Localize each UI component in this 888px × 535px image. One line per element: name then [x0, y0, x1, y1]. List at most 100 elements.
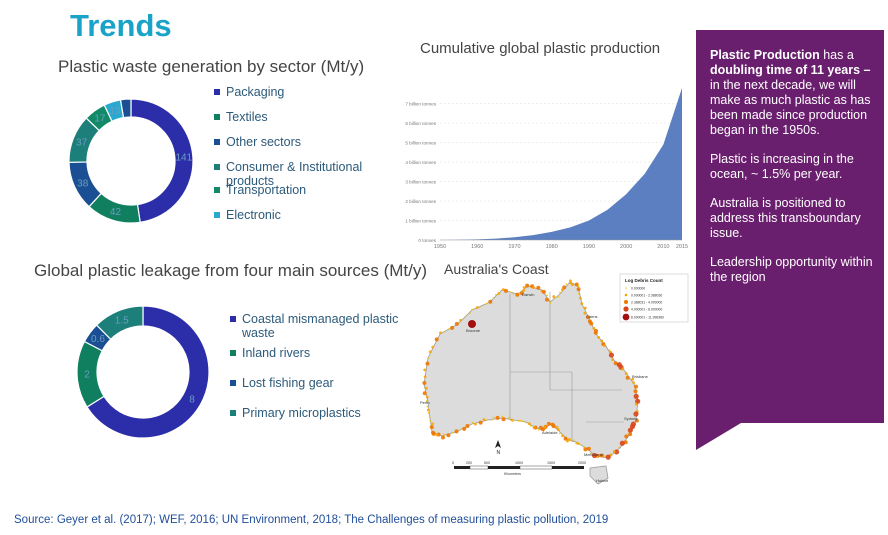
- donut-segment-inland-rivers: [76, 340, 105, 408]
- debris-dot: [488, 299, 493, 304]
- debris-dot: [532, 286, 535, 289]
- debris-dot: [575, 442, 577, 445]
- debris-dot: [524, 421, 527, 424]
- debris-dot: [618, 446, 621, 449]
- debris-dot: [611, 358, 615, 362]
- debris-dot: [497, 292, 501, 295]
- debris-dot: [592, 326, 596, 330]
- legend-item-packaging: Packaging: [214, 85, 374, 99]
- y-tick-label: 7 billion tonnes: [405, 102, 436, 107]
- donut-segment-coastal-mismanaged-plastic-waste: [86, 305, 210, 439]
- debris-dot: [425, 395, 429, 399]
- donut-segment-primary-microplastics: [95, 305, 144, 341]
- debris-dot: [464, 315, 467, 318]
- debris-dot: [558, 432, 561, 435]
- debris-dot: [628, 432, 633, 437]
- debris-dot: [446, 433, 451, 438]
- key-messages-callout: [696, 30, 884, 423]
- debris-dot: [522, 289, 526, 292]
- debris-dot: [435, 433, 439, 437]
- debris-dot: [425, 400, 428, 402]
- city-label: Cairns: [586, 314, 598, 319]
- debris-dot: [454, 321, 459, 326]
- svg-text:200: 200: [466, 461, 472, 465]
- debris-dot: [431, 345, 435, 349]
- debris-dot: [485, 303, 488, 305]
- production-area: [440, 88, 682, 240]
- callout-tail: [696, 420, 746, 450]
- leakage-legend: Coastal mismanaged plastic waste Inland …: [230, 312, 410, 420]
- sector-chart-title: Plastic waste generation by sector (Mt/y…: [58, 57, 365, 76]
- sector-legend: Packaging Textiles Other sectors Consume…: [214, 85, 374, 222]
- debris-dot: [454, 429, 459, 434]
- donut-data-label: 1.5: [115, 316, 129, 327]
- debris-dot: [537, 428, 540, 431]
- debris-dot: [462, 426, 467, 431]
- debris-dot: [469, 312, 471, 315]
- x-tick-label: 1950: [434, 244, 446, 250]
- debris-dot: [593, 330, 598, 335]
- svg-text:1500: 1500: [547, 461, 555, 465]
- debris-dot: [521, 420, 524, 423]
- x-tick-label: 1990: [583, 244, 595, 250]
- legend-item-microplastics: Primary microplastics: [230, 406, 410, 420]
- debris-dot: [544, 297, 549, 302]
- debris-dot: [448, 328, 451, 330]
- debris-dot: [608, 349, 611, 351]
- debris-dot: [568, 437, 571, 441]
- city-label: Darwin: [522, 292, 534, 297]
- debris-dot: [552, 298, 555, 300]
- debris-dot: [568, 279, 572, 283]
- debris-dot: [632, 381, 636, 384]
- leakage-chart-title: Global plastic leakage from four main so…: [34, 261, 428, 280]
- map-legend-item: 4.000001 - 8.000000: [631, 308, 662, 312]
- map-title: Australia's Coast: [444, 261, 549, 277]
- debris-dot: [527, 422, 531, 426]
- debris-dot: [434, 337, 439, 342]
- debris-dot: [578, 443, 581, 446]
- debris-dot: [512, 292, 515, 295]
- map-legend: Log Debris Count 0.000000 0.000001 - 2.3…: [619, 273, 689, 323]
- callout-paragraph-australia: Australia is positioned to address this …: [710, 196, 861, 240]
- debris-dot: [633, 411, 639, 417]
- debris-dot: [465, 424, 470, 429]
- debris-dot: [439, 331, 442, 335]
- legend-item-fishing-gear: Lost fishing gear: [230, 376, 410, 390]
- city-label: Adelaide: [542, 430, 558, 435]
- city-label: Brisbane: [632, 374, 649, 379]
- legend-item-inland-rivers: Inland rivers: [230, 346, 410, 360]
- debris-dot: [508, 416, 510, 419]
- debris-dot: [517, 419, 520, 422]
- debris-dot: [525, 283, 530, 288]
- debris-dot: [591, 452, 598, 459]
- debris-dot: [577, 292, 580, 295]
- debris-dot: [577, 285, 580, 288]
- debris-dot: [482, 418, 486, 421]
- debris-dot: [563, 436, 568, 441]
- debris-dot: [583, 311, 587, 315]
- legend-item-other-sectors: Other sectors: [214, 135, 374, 149]
- debris-dot: [583, 306, 587, 310]
- debris-dot: [590, 452, 593, 455]
- debris-dot: [495, 415, 500, 420]
- debris-dot: [580, 302, 584, 306]
- debris-dot: [427, 412, 430, 414]
- debris-dot: [471, 421, 474, 424]
- debris-dot: [589, 321, 594, 326]
- production-chart-title: Cumulative global plastic production: [420, 40, 661, 57]
- leakage-donut-chart: 8 2 0.6 1.5: [76, 305, 210, 439]
- donut-data-label: 38: [77, 178, 89, 189]
- debris-dot: [492, 297, 495, 299]
- debris-dot: [522, 286, 526, 289]
- debris-dot: [583, 446, 585, 449]
- source-citation: Source: Geyer et al. (2017); WEF, 2016; …: [14, 514, 609, 526]
- y-tick-label: 1 billion tonnes: [405, 219, 436, 224]
- debris-dot: [625, 375, 630, 380]
- debris-dot: [613, 361, 618, 366]
- debris-dot: [541, 289, 546, 294]
- debris-dot: [501, 417, 506, 422]
- debris-dot: [576, 287, 581, 292]
- city-label: Perth: [420, 400, 430, 405]
- debris-dot: [428, 350, 432, 354]
- debris-dot: [585, 315, 590, 320]
